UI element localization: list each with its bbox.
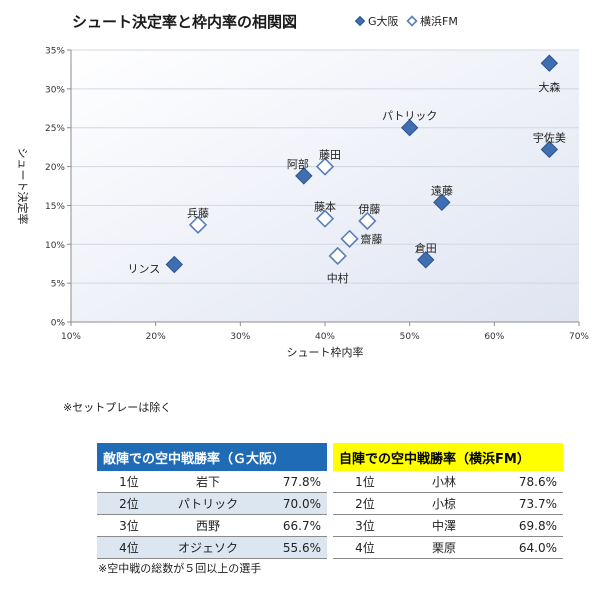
data-point (188, 215, 208, 234)
rank-cell: 3位 (333, 514, 397, 537)
rate-cell: 70.0% (255, 492, 327, 515)
rank-cell: 4位 (97, 536, 161, 559)
table-row: 4位 栗原 64.0% (333, 536, 563, 559)
gosaka-aerial-table: 敵陣での空中戦勝率（Ｇ大阪） 1位 岩下 77.8% 2位 パトリック 70.0% 3位… (97, 443, 327, 559)
x-tick-label: 70% (569, 332, 589, 342)
footnote: ※空中戦の総数が５回以上の選手 (98, 562, 262, 575)
point-label: 藤本 (314, 200, 336, 214)
rate-cell: 78.6% (491, 471, 563, 493)
point-label: リンス (128, 262, 161, 275)
legend-label: 横浜FM (420, 14, 458, 28)
point-label: 齋藤 (361, 232, 383, 246)
data-point (295, 167, 313, 185)
x-tick-label: 20% (146, 332, 166, 342)
player-cell: 小林 (397, 471, 491, 493)
setplay-note: ※セットプレーは除く (63, 401, 172, 414)
chart-title: シュート決定率と枠内率の相関図 (72, 13, 297, 31)
legend-marker (354, 15, 366, 27)
table-title: 自陣での空中戦勝率（横浜FM） (333, 443, 563, 471)
rank-cell: 1位 (333, 471, 397, 493)
table-row: 2位 小椋 73.7% (333, 492, 563, 515)
point-label: 阿部 (287, 157, 309, 171)
rank-cell: 3位 (97, 514, 161, 537)
x-tick-label: 30% (230, 332, 250, 342)
point-label: パトリック (382, 110, 437, 123)
legend-marker (406, 15, 418, 27)
rate-cell: 73.7% (491, 492, 563, 515)
rank-cell: 2位 (97, 492, 161, 515)
data-point (540, 140, 559, 159)
data-point (328, 246, 347, 266)
rate-cell: 64.0% (491, 536, 563, 559)
table-row: 1位 岩下 77.8% (97, 471, 327, 493)
x-tick-labels: 10% 20% 30% 40% 50% 60% 70% (61, 332, 589, 342)
player-cell: 岩下 (161, 471, 255, 493)
player-cell: パトリック (161, 492, 255, 515)
x-axis-label: シュート枠内率 (287, 345, 364, 359)
point-label: 遠藤 (431, 184, 453, 197)
table-row: 2位 パトリック 70.0% (97, 492, 327, 515)
table-row: 1位 小林 78.6% (333, 471, 563, 493)
player-cell: 西野 (161, 514, 255, 537)
table-row: 3位 西野 66.7% (97, 514, 327, 537)
data-point (540, 54, 559, 72)
point-label: 伊藤 (358, 203, 380, 216)
rank-cell: 4位 (333, 536, 397, 559)
rate-cell: 66.7% (255, 514, 327, 537)
y-tick-label: 15% (45, 202, 65, 212)
table-row: 3位 中澤 69.8% (333, 514, 563, 537)
rank-cell: 1位 (97, 471, 161, 493)
grid (67, 49, 580, 326)
point-label: 藤田 (319, 149, 341, 162)
data-point (417, 251, 435, 269)
x-tick-label: 60% (484, 332, 504, 342)
data-point (315, 209, 335, 228)
y-tick-label: 30% (45, 85, 65, 95)
y-tick-label: 5% (51, 280, 66, 290)
scatter-chart: シュート決定率と枠内率の相関図 G大阪 横浜FM 0% 5% 10% 15% 20% 25%… (16, 13, 589, 359)
rate-cell: 55.6% (255, 536, 327, 559)
data-points (165, 54, 559, 274)
point-label: 宇佐美 (533, 130, 566, 144)
data-point (400, 119, 419, 137)
data-point (165, 255, 184, 274)
player-cell: オジェソク (161, 536, 255, 559)
point-label: 兵藤 (187, 207, 209, 220)
y-tick-label: 0% (51, 319, 66, 329)
point-label: 倉田 (415, 241, 437, 255)
data-point (340, 229, 359, 248)
player-cell: 栗原 (397, 536, 491, 559)
y-tick-labels: 0% 5% 10% 15% 20% 25% 30% 35% (45, 47, 65, 329)
plot-area (71, 50, 579, 322)
data-point (433, 193, 451, 212)
y-tick-label: 10% (45, 241, 65, 251)
x-tick-label: 50% (400, 332, 420, 342)
point-label: 中村 (327, 271, 349, 285)
y-tick-label: 20% (45, 163, 65, 173)
yokohama-aerial-table: 自陣での空中戦勝率（横浜FM） 1位 小林 78.6% 2位 小椋 73.7% 3位 中澤… (333, 443, 563, 559)
x-tick-label: 40% (315, 332, 335, 342)
table-title: 敵陣での空中戦勝率（Ｇ大阪） (97, 443, 327, 471)
legend-label: G大阪 (368, 14, 399, 28)
y-axis-label: シュート決定率 (16, 148, 30, 225)
rank-cell: 2位 (333, 492, 397, 515)
table-row: 4位 オジェソク 55.6% (97, 536, 327, 559)
y-tick-label: 25% (45, 124, 65, 134)
rate-cell: 77.8% (255, 471, 327, 493)
player-cell: 小椋 (397, 492, 491, 515)
legend: G大阪 横浜FM (354, 14, 458, 28)
rate-cell: 69.8% (491, 514, 563, 537)
x-tick-label: 10% (61, 332, 81, 342)
data-point (315, 157, 335, 176)
data-point (358, 211, 377, 231)
point-label: 大森 (538, 80, 560, 94)
y-tick-label: 35% (45, 47, 65, 57)
player-cell: 中澤 (397, 514, 491, 537)
